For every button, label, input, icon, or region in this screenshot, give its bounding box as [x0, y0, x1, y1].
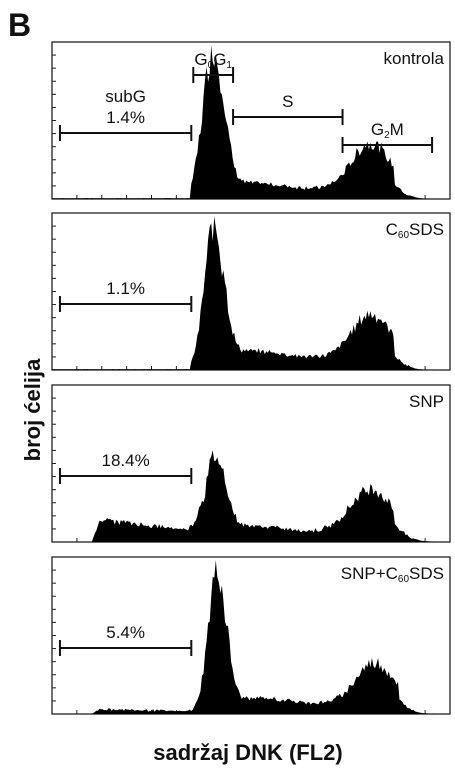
gate-subg: 18.4% — [58, 451, 193, 484]
gate-subg: 5.4% — [58, 623, 193, 656]
gate-s: S — [232, 92, 344, 125]
sample-label: kontrola — [384, 49, 445, 68]
subg-percent-label: 18.4% — [102, 451, 150, 470]
subg-percent-label: 1.4% — [106, 108, 145, 127]
subg-percent-label: 5.4% — [106, 623, 145, 642]
sample-label: SNP — [409, 392, 444, 411]
histogram-panel-3: SNP 18.4% — [51, 384, 451, 543]
gate-subg: subG 1.4% — [58, 87, 193, 141]
sample-label: SNP+C60SDS — [341, 564, 444, 585]
x-axis-title: sadržaj DNK (FL2) — [153, 740, 342, 765]
gate-subg: 1.1% — [58, 279, 193, 312]
sample-label: C60SDS — [386, 220, 444, 241]
gate-name-label: subG — [105, 87, 146, 106]
gate-g0g1: G0G1 — [192, 50, 235, 83]
histogram-panels: kontrola subG 1.4% G0G1 S G2M C60SDS 1.1% SNP 18.… — [51, 41, 451, 715]
gate-name-label: G2M — [371, 120, 404, 141]
histogram-panel-1: kontrola subG 1.4% G0G1 S G2M — [51, 41, 451, 200]
histogram-area — [52, 216, 450, 370]
gate-name-label: G0G1 — [194, 50, 232, 71]
histogram-area — [52, 450, 450, 542]
histogram-panel-2: C60SDS 1.1% — [51, 212, 451, 371]
gate-g2m: G2M — [341, 120, 434, 153]
panel-letter: B — [8, 7, 31, 43]
subg-percent-label: 1.1% — [106, 279, 145, 298]
gate-name-label: S — [282, 92, 293, 111]
histogram-panel-4: SNP+C60SDS 5.4% — [51, 556, 451, 715]
y-axis-title: broj ćelija — [20, 358, 45, 461]
